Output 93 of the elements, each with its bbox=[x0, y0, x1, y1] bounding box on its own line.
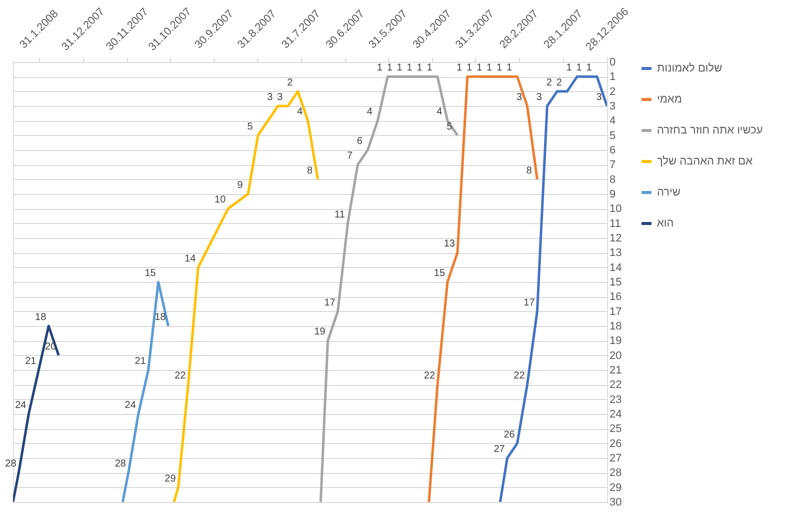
data-label: 2 bbox=[546, 77, 552, 88]
data-label: 28 bbox=[5, 458, 17, 470]
data-label: 17 bbox=[324, 297, 336, 308]
data-label: 1 bbox=[506, 62, 512, 74]
y-tick-label: 29 bbox=[610, 482, 622, 494]
y-tick-label: 27 bbox=[610, 452, 622, 464]
data-label: 4 bbox=[436, 106, 443, 118]
y-tick-label: 0 bbox=[610, 56, 616, 68]
data-label: 2 bbox=[556, 77, 562, 88]
data-label: 26 bbox=[504, 429, 516, 440]
legend-label: הוא bbox=[657, 218, 674, 230]
data-label: 1 bbox=[466, 62, 473, 74]
data-label: 1 bbox=[416, 62, 423, 74]
data-label: 22 bbox=[424, 370, 436, 382]
data-label: 1 bbox=[566, 62, 572, 74]
data-label: 11 bbox=[334, 209, 346, 220]
data-label: 8 bbox=[307, 165, 314, 176]
data-label: 29 bbox=[164, 473, 176, 484]
data-label: 1 bbox=[396, 62, 403, 74]
data-label: 18 bbox=[35, 312, 47, 323]
data-label: 2 bbox=[287, 77, 294, 88]
y-tick-label: 30 bbox=[610, 496, 622, 508]
y-tick-label: 21 bbox=[610, 364, 622, 376]
data-label: 15 bbox=[144, 268, 156, 279]
y-tick-label: 25 bbox=[610, 423, 622, 436]
y-tick-label: 1 bbox=[610, 71, 616, 84]
data-label: 27 bbox=[494, 444, 506, 455]
data-label: 15 bbox=[434, 268, 446, 279]
y-tick-label: 26 bbox=[610, 438, 622, 450]
y-tick-label: 11 bbox=[610, 218, 621, 230]
data-label: 7 bbox=[346, 150, 353, 162]
y-tick-label: 3 bbox=[610, 100, 616, 112]
legend-label: אם זאת האהבה שלך bbox=[657, 156, 753, 168]
data-label: 3 bbox=[536, 92, 542, 103]
data-label: 1 bbox=[486, 62, 493, 74]
data-label: 14 bbox=[184, 253, 196, 264]
y-tick-label: 28 bbox=[610, 467, 622, 480]
y-tick-label: 23 bbox=[610, 394, 622, 406]
y-tick-label: 9 bbox=[610, 188, 616, 200]
data-label: 1 bbox=[576, 62, 582, 74]
data-label: 1 bbox=[406, 62, 413, 74]
data-label: 1 bbox=[476, 62, 483, 74]
data-label: 22 bbox=[514, 370, 526, 382]
data-label: 3 bbox=[516, 92, 522, 103]
data-label: 1 bbox=[496, 62, 503, 74]
data-label: 5 bbox=[247, 121, 254, 132]
data-label: 5 bbox=[446, 121, 453, 132]
data-label: 3 bbox=[267, 92, 274, 103]
legend-label: שלום לאמונות bbox=[657, 62, 722, 74]
legend-label: שירה bbox=[657, 186, 680, 198]
y-tick-label: 15 bbox=[610, 276, 622, 288]
y-tick-label: 24 bbox=[610, 408, 622, 420]
data-label: 9 bbox=[237, 180, 244, 191]
data-label: 6 bbox=[356, 136, 363, 147]
data-label: 1 bbox=[376, 62, 383, 74]
data-label: 24 bbox=[124, 400, 136, 411]
data-label: 4 bbox=[297, 106, 304, 118]
y-tick-label: 13 bbox=[610, 247, 622, 260]
data-label: 4 bbox=[366, 106, 373, 118]
data-label: 22 bbox=[174, 370, 186, 382]
y-tick-label: 16 bbox=[610, 291, 622, 304]
data-label: 13 bbox=[444, 238, 456, 250]
y-tick-label: 7 bbox=[610, 159, 616, 172]
y-tick-label: 5 bbox=[610, 130, 616, 142]
y-tick-label: 10 bbox=[610, 203, 622, 216]
data-label: 1 bbox=[586, 62, 592, 74]
y-tick-label: 12 bbox=[610, 232, 622, 244]
data-label: 3 bbox=[277, 92, 284, 103]
y-tick-label: 19 bbox=[610, 335, 622, 348]
data-label: 1 bbox=[386, 62, 393, 74]
data-label: 21 bbox=[25, 356, 37, 367]
y-tick-label: 20 bbox=[610, 350, 622, 362]
y-tick-label: 17 bbox=[610, 306, 622, 318]
legend-label: עכשיו אתה חוזר בחזרה bbox=[657, 124, 763, 136]
data-label: 19 bbox=[314, 326, 326, 338]
data-label: 24 bbox=[15, 400, 27, 411]
y-tick-label: 22 bbox=[610, 379, 622, 392]
y-tick-label: 6 bbox=[610, 144, 616, 156]
y-tick-label: 14 bbox=[610, 262, 622, 274]
y-tick-label: 4 bbox=[610, 115, 616, 128]
data-label: 18 bbox=[154, 312, 166, 323]
data-label: 10 bbox=[214, 194, 226, 206]
data-label: 1 bbox=[456, 62, 463, 74]
legend-label: מאמי bbox=[657, 94, 682, 106]
data-label: 8 bbox=[526, 165, 532, 176]
y-tick-label: 2 bbox=[610, 86, 616, 98]
data-label: 28 bbox=[114, 458, 126, 470]
y-tick-label: 8 bbox=[610, 174, 616, 186]
data-label: 1 bbox=[426, 62, 433, 74]
data-label: 3 bbox=[596, 92, 602, 103]
data-label: 21 bbox=[134, 356, 146, 367]
data-label: 17 bbox=[524, 297, 536, 308]
y-tick-label: 18 bbox=[610, 320, 622, 332]
